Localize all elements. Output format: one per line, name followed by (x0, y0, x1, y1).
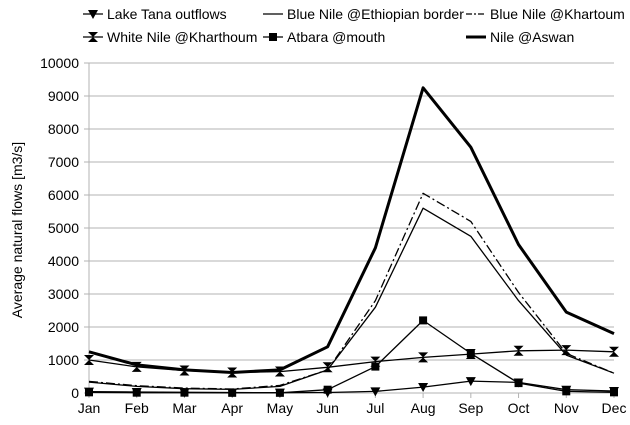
y-tick-label-8: 8000 (48, 121, 79, 137)
x-tick-label-1: Feb (125, 400, 149, 416)
x-tick-label-3: Apr (221, 400, 243, 416)
y-tick-label-10: 10000 (40, 55, 79, 71)
series-line-4 (88, 319, 615, 394)
series-3-point-3 (227, 367, 238, 378)
series-4-point-11 (610, 388, 618, 397)
legend-marker-4 (269, 33, 277, 41)
legend-label-5: Nile @Aswan (490, 29, 574, 45)
legend: Lake Tana outflows Blue Nile @Ethiopian b… (83, 6, 625, 45)
series-4-point-6 (371, 362, 380, 371)
x-tick-label-0: Jan (78, 400, 101, 416)
legend-item-0: Lake Tana outflows (83, 6, 227, 22)
x-tick-label-2: Mar (172, 400, 196, 416)
x-tick-label-4: May (267, 400, 293, 416)
y-tick-label-7: 7000 (48, 154, 79, 170)
y-tick-label-5: 5000 (48, 220, 79, 236)
series-4-point-7 (419, 316, 428, 325)
legend-item-3: White Nile @Kharthoum (83, 29, 257, 45)
series-4-point-8 (466, 349, 475, 358)
gridlines (89, 62, 614, 394)
x-tick-label-11: Dec (602, 400, 627, 416)
series-line-5 (88, 86, 615, 374)
series-line-0 (88, 380, 615, 394)
series-markers (84, 316, 619, 398)
legend-label-1: Blue Nile @Ethiopian border (287, 6, 464, 22)
series-4-point-5 (323, 385, 332, 394)
legend-label-0: Lake Tana outflows (107, 6, 227, 22)
y-tick-label-2: 2000 (48, 319, 79, 335)
axes: 0 1000 2000 3000 4000 5000 6000 7000 8000 9000 100… (40, 55, 626, 416)
series-4-point-1 (132, 388, 141, 397)
series-0-point-6 (370, 387, 381, 397)
legend-marker-3 (88, 32, 98, 42)
series-3-point-0 (84, 355, 94, 365)
legend-label-4: Atbara @mouth (287, 29, 385, 45)
series-3-point-10 (561, 345, 572, 356)
y-tick-label-4: 4000 (48, 253, 79, 269)
x-tick-label-5: Jun (316, 400, 339, 416)
series-3-point-7 (418, 352, 429, 363)
legend-item-2: Blue Nile @Khartoum (466, 6, 625, 22)
x-tick-label-8: Sep (458, 400, 483, 416)
y-tick-label-0: 0 (71, 385, 79, 401)
series-3-point-11 (609, 346, 619, 357)
legend-label-3: White Nile @Kharthoum (107, 29, 257, 45)
series-4-point-9 (514, 379, 523, 388)
series-3-point-4 (274, 366, 285, 377)
x-tick-label-6: Jul (366, 400, 384, 416)
legend-item-1: Blue Nile @Ethiopian border (263, 6, 464, 22)
series-3-point-2 (179, 365, 190, 376)
series-3-point-1 (131, 361, 142, 372)
y-tick-label-3: 3000 (48, 286, 79, 302)
series-0-point-7 (418, 383, 429, 393)
series-3-point-5 (322, 362, 333, 373)
y-axis-title: Average natural flows [m3/s] (9, 142, 25, 318)
series-4-point-0 (85, 388, 93, 397)
legend-item-5: Nile @Aswan (466, 29, 574, 45)
series-3-point-9 (513, 345, 524, 356)
series-0-point-8 (465, 377, 476, 387)
x-tick-label-9: Oct (508, 400, 530, 416)
y-tick-label-9: 9000 (48, 88, 79, 104)
x-tick-label-10: Nov (554, 400, 579, 416)
y-tick-label-1: 1000 (48, 352, 79, 368)
series-lines (88, 86, 615, 394)
series-line-2 (88, 192, 615, 390)
series-4-point-10 (562, 387, 571, 396)
legend-label-2: Blue Nile @Khartoum (490, 6, 625, 22)
x-tick-label-7: Aug (411, 400, 436, 416)
series-4-point-3 (228, 388, 237, 397)
series-4-point-2 (180, 388, 189, 397)
legend-item-4: Atbara @mouth (263, 29, 385, 45)
series-4-point-4 (275, 388, 284, 397)
y-tick-label-6: 6000 (48, 187, 79, 203)
legend-marker-0 (88, 10, 98, 19)
